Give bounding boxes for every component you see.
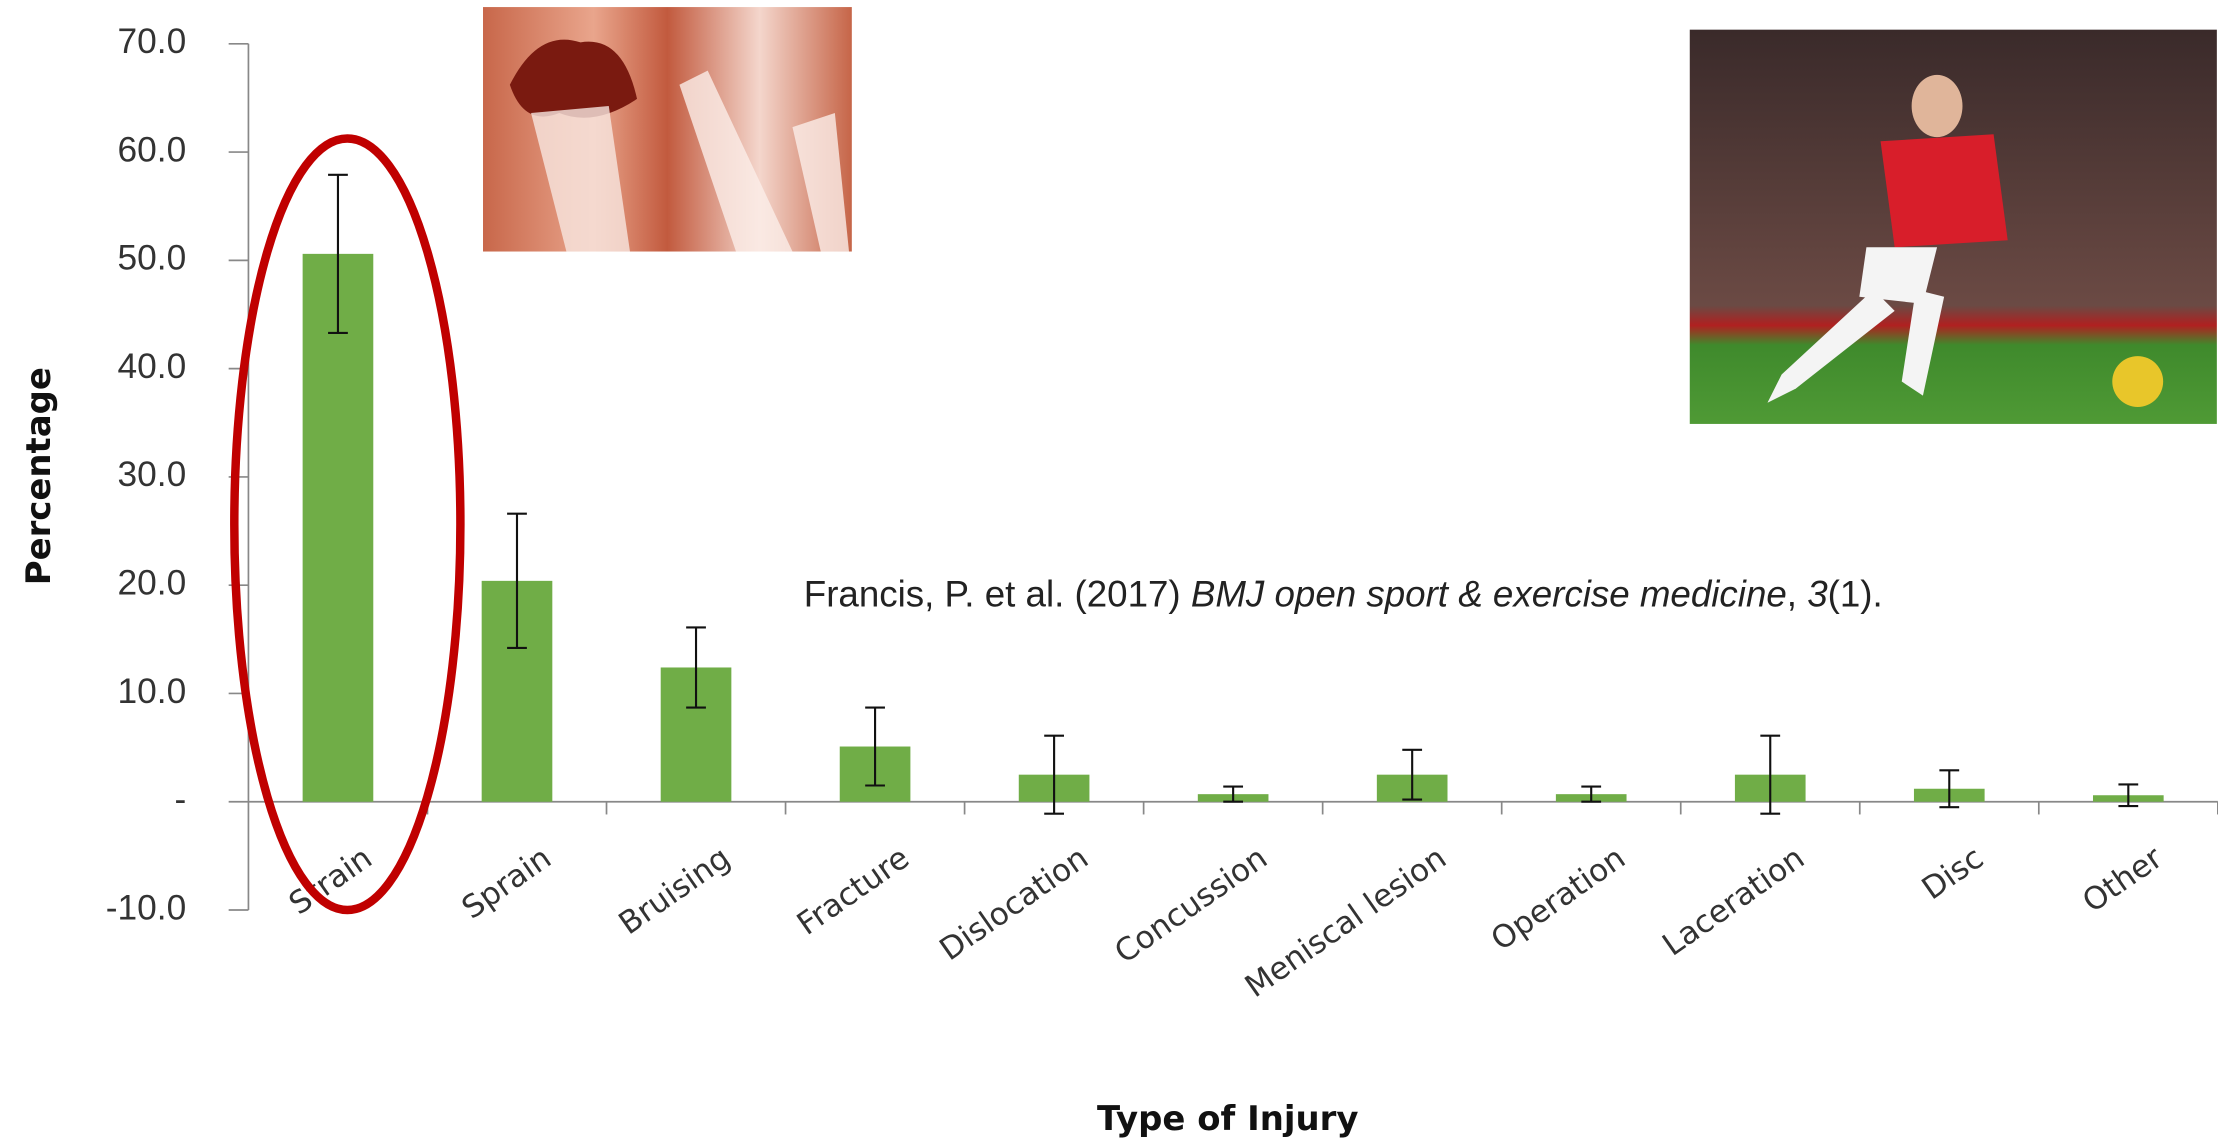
- y-tick-label: 50.0: [118, 239, 187, 278]
- error-bar: [1760, 734, 1781, 815]
- error-bar: [1044, 734, 1064, 815]
- y-axis-title: Percentage: [19, 367, 58, 585]
- y-tick-label: -: [174, 780, 186, 819]
- citation-issue: (1).: [1828, 573, 1883, 614]
- y-tick-label: 20.0: [118, 564, 187, 603]
- error-bar: [1223, 785, 1244, 803]
- y-tick-label: 30.0: [118, 455, 187, 494]
- error-bar: [1581, 785, 1602, 803]
- error-bar: [1402, 748, 1423, 801]
- y-tick-label: 40.0: [118, 347, 187, 386]
- x-axis-title: Type of Injury: [1097, 1099, 1358, 1138]
- citation-volume: 3: [1807, 573, 1828, 614]
- citation-authors: Francis, P. et al. (2017): [804, 573, 1181, 614]
- error-bar: [1939, 769, 1960, 809]
- x-tick-label: Disc: [1916, 840, 1991, 907]
- y-tick-label: 10.0: [118, 672, 187, 711]
- citation-journal: BMJ open sport & exercise medicine: [1191, 573, 1787, 614]
- y-tick-label: 70.0: [118, 22, 187, 61]
- error-bar: [865, 706, 885, 787]
- x-tick-label: Sprain: [456, 840, 558, 927]
- error-bar: [2118, 783, 2139, 808]
- highlight-ellipse: [230, 134, 465, 915]
- x-tick-label: Laceration: [1656, 840, 1811, 964]
- y-tick-label: -10.0: [106, 888, 187, 927]
- error-bar: [507, 512, 527, 650]
- x-tick-label: Fracture: [791, 840, 916, 943]
- error-bar: [328, 173, 348, 334]
- error-bar: [686, 626, 706, 709]
- x-tick-label: Meniscal lesion: [1239, 840, 1453, 1005]
- x-tick-label: Dislocation: [933, 840, 1095, 968]
- citation: Francis, P. et al. (2017) BMJ open sport…: [804, 573, 1883, 614]
- bar: [302, 253, 374, 802]
- x-tick-label: Bruising: [612, 840, 736, 942]
- x-tick-label: Concussion: [1108, 840, 1274, 971]
- y-tick-label: 60.0: [118, 130, 187, 169]
- muscle-illustration: [483, 7, 852, 252]
- x-tick-label: Operation: [1485, 840, 1632, 958]
- x-tick-label: Other: [2076, 840, 2169, 920]
- football-photo: [1689, 29, 2217, 424]
